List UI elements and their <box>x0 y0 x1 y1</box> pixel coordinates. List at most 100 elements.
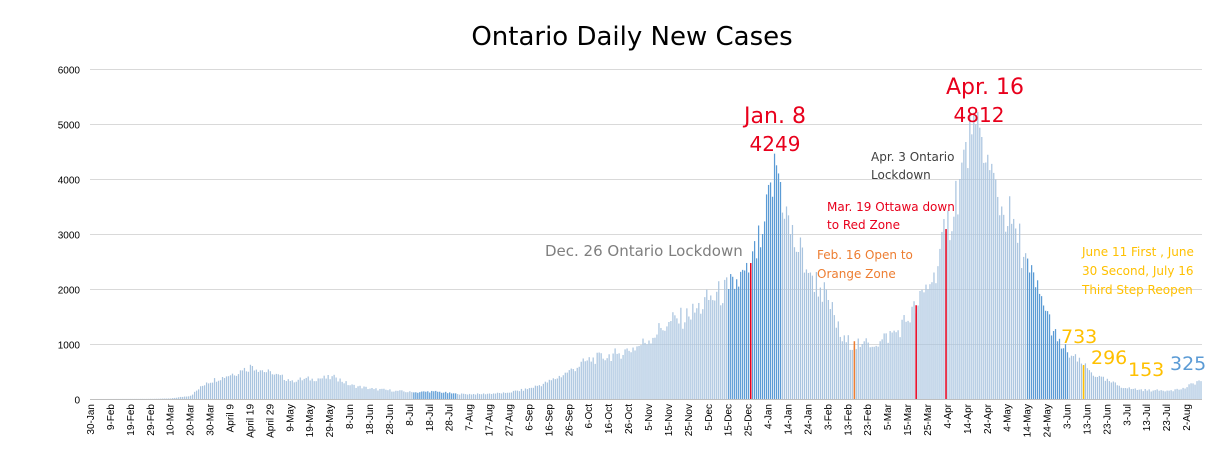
bar <box>383 388 385 399</box>
bar <box>564 372 566 399</box>
x-tick-label: 18-Jul <box>425 404 436 431</box>
bar <box>771 196 774 399</box>
bar <box>351 384 353 399</box>
bar <box>249 364 252 399</box>
bar <box>1092 375 1095 399</box>
y-axis: 0 1000 2000 3000 4000 5000 6000 <box>58 66 81 407</box>
bar <box>431 390 433 399</box>
bar <box>686 308 688 399</box>
bar <box>275 373 277 399</box>
bar <box>895 332 897 399</box>
bar <box>459 394 461 399</box>
bar <box>556 378 558 399</box>
bar <box>435 390 437 399</box>
bar <box>536 385 539 399</box>
bar <box>791 224 794 399</box>
bar <box>761 234 764 399</box>
bar <box>558 375 560 399</box>
bar <box>1110 382 1112 399</box>
x-tick-label: 10-Mar <box>166 403 177 435</box>
bar <box>1032 272 1035 399</box>
bar <box>724 279 726 399</box>
bar <box>722 303 724 399</box>
bar <box>184 396 186 399</box>
bar <box>514 390 517 399</box>
x-tick-label: 29-May <box>325 404 336 437</box>
bar <box>881 339 883 399</box>
bar <box>379 388 381 399</box>
x-tick-label: 13-Feb <box>843 404 854 436</box>
annotation-feb16-line2: Orange Zone <box>817 267 896 281</box>
bar <box>463 393 465 399</box>
bar <box>213 378 216 399</box>
annotation-jan8-date: Jan. 8 <box>742 104 806 129</box>
bar <box>233 375 236 399</box>
bar <box>1086 368 1089 399</box>
bar <box>1058 338 1061 399</box>
bar <box>245 371 248 399</box>
bar <box>1174 389 1176 399</box>
bar <box>429 392 431 399</box>
bar <box>1192 383 1194 399</box>
bar <box>273 374 275 399</box>
x-tick-label: 5-Mar <box>883 403 894 430</box>
annotation-feb16-line1: Feb. 16 Open to <box>817 248 913 262</box>
bar <box>793 247 796 399</box>
bar <box>925 284 927 399</box>
bar <box>403 391 405 399</box>
bar <box>449 392 451 399</box>
bar <box>176 397 178 399</box>
bar <box>417 392 419 399</box>
bar <box>903 315 905 399</box>
bar <box>1154 390 1156 399</box>
bar <box>1162 390 1164 399</box>
bar <box>425 391 427 399</box>
bar <box>186 396 188 399</box>
bar <box>504 392 507 399</box>
bar <box>941 232 943 399</box>
bar <box>1042 305 1045 399</box>
bar <box>869 347 871 399</box>
bar <box>785 206 788 399</box>
bar <box>929 284 931 399</box>
bar <box>243 367 246 399</box>
x-tick-label: 14-Apr <box>963 403 974 434</box>
bar <box>1182 387 1184 399</box>
bar <box>371 387 373 399</box>
bar <box>399 390 401 399</box>
bar <box>247 371 250 399</box>
bar <box>594 363 596 399</box>
bar <box>891 332 893 399</box>
bar <box>566 372 568 399</box>
bar <box>995 179 997 399</box>
bar <box>421 391 423 399</box>
bar <box>730 274 732 399</box>
bar <box>393 391 395 399</box>
bar <box>542 383 544 399</box>
bar <box>955 180 957 399</box>
bar <box>1038 293 1041 399</box>
bar <box>819 287 821 399</box>
bar <box>498 392 501 399</box>
bar <box>616 353 618 399</box>
x-tick-label: 7-Aug <box>465 404 476 431</box>
bar <box>899 337 901 399</box>
x-tick-label: 6-Oct <box>584 404 595 429</box>
x-tick-label: April 29 <box>265 404 276 438</box>
bar <box>1005 231 1007 399</box>
bar <box>221 377 224 399</box>
bar <box>311 378 313 399</box>
bar <box>1062 348 1065 399</box>
bar <box>753 241 756 399</box>
bar <box>570 368 572 399</box>
x-tick-label: 16-Oct <box>604 404 615 434</box>
bar <box>648 340 650 399</box>
bar <box>740 271 742 399</box>
bar <box>696 308 698 399</box>
bar <box>554 379 556 399</box>
bar <box>702 309 704 399</box>
bar <box>975 124 977 399</box>
bar <box>194 391 196 399</box>
bar <box>829 309 831 399</box>
bar <box>439 391 441 399</box>
